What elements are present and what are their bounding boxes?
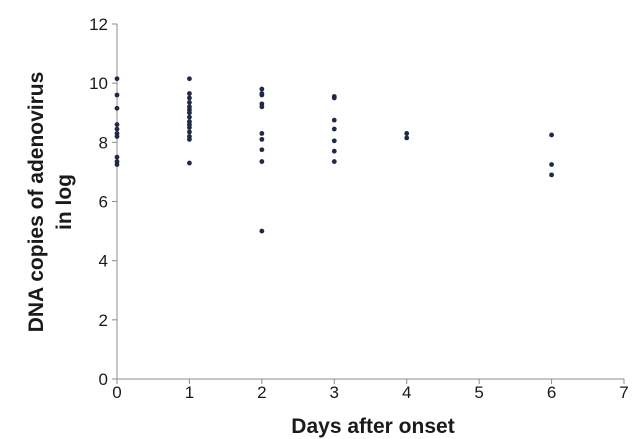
data-point bbox=[187, 114, 192, 120]
x-tick-label: 1 bbox=[185, 383, 194, 402]
data-point bbox=[331, 138, 337, 144]
x-tick-label: 5 bbox=[474, 383, 483, 402]
y-tick-label: 6 bbox=[99, 193, 108, 212]
y-tick-label: 4 bbox=[99, 252, 108, 271]
data-point bbox=[331, 117, 337, 123]
x-tick-label: 2 bbox=[257, 383, 266, 402]
data-point bbox=[187, 110, 192, 116]
data-point bbox=[114, 122, 120, 127]
data-point bbox=[259, 228, 265, 234]
data-point bbox=[331, 148, 337, 154]
data-point bbox=[404, 135, 410, 141]
data-point bbox=[114, 105, 120, 111]
y-tick-label: 12 bbox=[89, 15, 108, 34]
data-point bbox=[259, 147, 265, 153]
y-tick-label: 2 bbox=[99, 311, 108, 330]
data-point bbox=[187, 91, 192, 96]
data-point bbox=[114, 92, 120, 98]
data-point bbox=[114, 76, 120, 82]
data-point bbox=[187, 160, 192, 166]
x-tick-label: 4 bbox=[402, 383, 411, 402]
data-point bbox=[259, 86, 265, 92]
x-tick-label: 0 bbox=[112, 383, 121, 402]
x-axis-title: Days after onset bbox=[291, 415, 454, 438]
data-point bbox=[259, 92, 265, 98]
x-tick-label: 6 bbox=[547, 383, 556, 402]
data-point bbox=[187, 125, 192, 130]
y-tick-label: 0 bbox=[99, 370, 108, 389]
data-points bbox=[114, 76, 554, 234]
y-tick-label: 8 bbox=[99, 133, 108, 152]
data-point bbox=[549, 162, 554, 167]
data-point bbox=[549, 132, 554, 138]
data-point bbox=[114, 134, 120, 139]
data-point bbox=[259, 104, 265, 110]
data-point bbox=[404, 131, 410, 136]
x-tick-label: 3 bbox=[330, 383, 339, 402]
data-point bbox=[331, 126, 337, 132]
y-axis-title: DNA copies of adenovirus in log bbox=[25, 72, 76, 333]
data-point bbox=[114, 154, 120, 160]
data-point bbox=[187, 99, 192, 105]
data-point bbox=[187, 136, 192, 142]
data-point bbox=[114, 126, 120, 132]
y-axis-title-line-2: in log bbox=[53, 174, 76, 230]
y-axis-title-line-1: DNA copies of adenovirus bbox=[25, 72, 48, 333]
y-tick-label: 10 bbox=[89, 74, 108, 93]
data-point bbox=[114, 162, 120, 167]
data-point bbox=[187, 129, 192, 135]
data-point bbox=[549, 172, 554, 178]
data-point bbox=[259, 159, 265, 164]
data-point bbox=[187, 76, 192, 82]
x-tick-label: 7 bbox=[619, 383, 628, 402]
data-point bbox=[331, 95, 337, 101]
data-point bbox=[259, 136, 265, 142]
data-point bbox=[187, 95, 192, 101]
data-point bbox=[331, 159, 337, 164]
data-point bbox=[259, 131, 265, 136]
